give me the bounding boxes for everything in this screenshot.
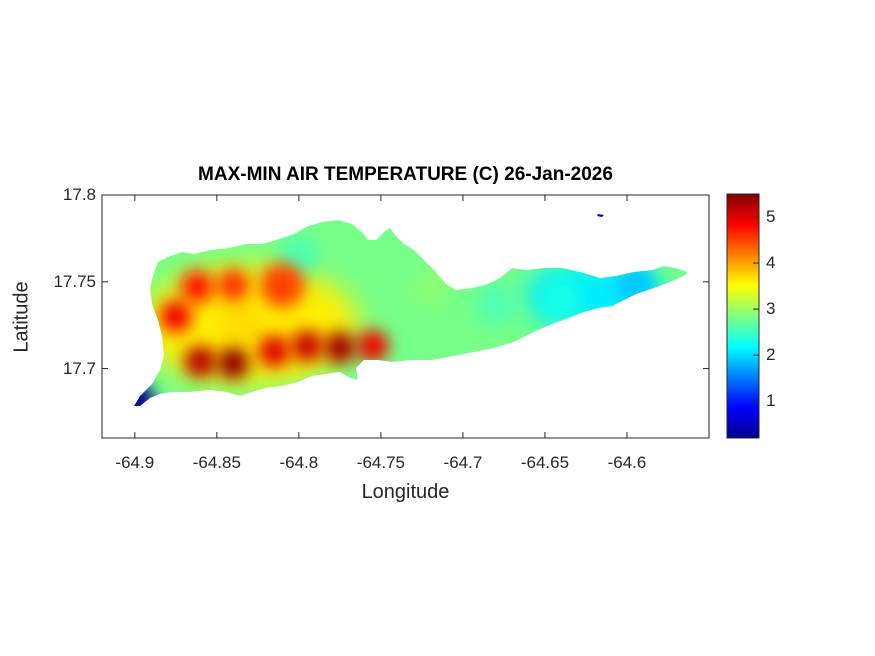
data-hotspot [184, 345, 217, 378]
x-tick-label: -64.7 [443, 453, 483, 472]
x-tick-label: -64.8 [279, 453, 319, 472]
data-hotspot [217, 269, 250, 302]
colorbar-tick-label: 1 [766, 391, 776, 411]
data-hotspot [356, 330, 389, 363]
y-axis-label: Latitude [10, 281, 33, 353]
data-hotspot [323, 331, 356, 364]
x-tick-label: -64.6 [607, 453, 647, 472]
data-hotspot [475, 284, 516, 325]
data-hotspot [258, 335, 291, 368]
colorbar [726, 193, 760, 439]
y-tick-label: 17.75 [53, 271, 96, 291]
x-axis-label: Longitude [361, 481, 450, 503]
chart-title: MAX-MIN AIR TEMPERATURE (C) 26-Jan-2026 [198, 164, 613, 185]
data-hotspot [217, 347, 250, 380]
y-tick-label: 17.7 [62, 358, 96, 378]
data-hotspot [541, 279, 582, 320]
data-hotspot [260, 263, 305, 308]
data-hotspot [159, 300, 192, 333]
x-tick-label: -64.85 [192, 453, 241, 472]
data-hotspot [291, 330, 324, 363]
colorbar-tick-label: 2 [766, 345, 776, 365]
data-hotspot [410, 270, 451, 311]
data-hotspot [181, 270, 214, 303]
colorbar-tick-label: 5 [766, 207, 776, 227]
x-tick-label: -64.75 [356, 453, 405, 472]
y-tick-label: 17.8 [62, 185, 96, 204]
x-tick-label: -64.9 [115, 453, 155, 472]
data-hotspot [219, 303, 264, 348]
colorbar-tick-label: 4 [766, 253, 776, 273]
colorbar-tick-label: 3 [766, 299, 776, 319]
x-tick-label: -64.65 [520, 453, 570, 472]
islet-marker [597, 214, 604, 217]
